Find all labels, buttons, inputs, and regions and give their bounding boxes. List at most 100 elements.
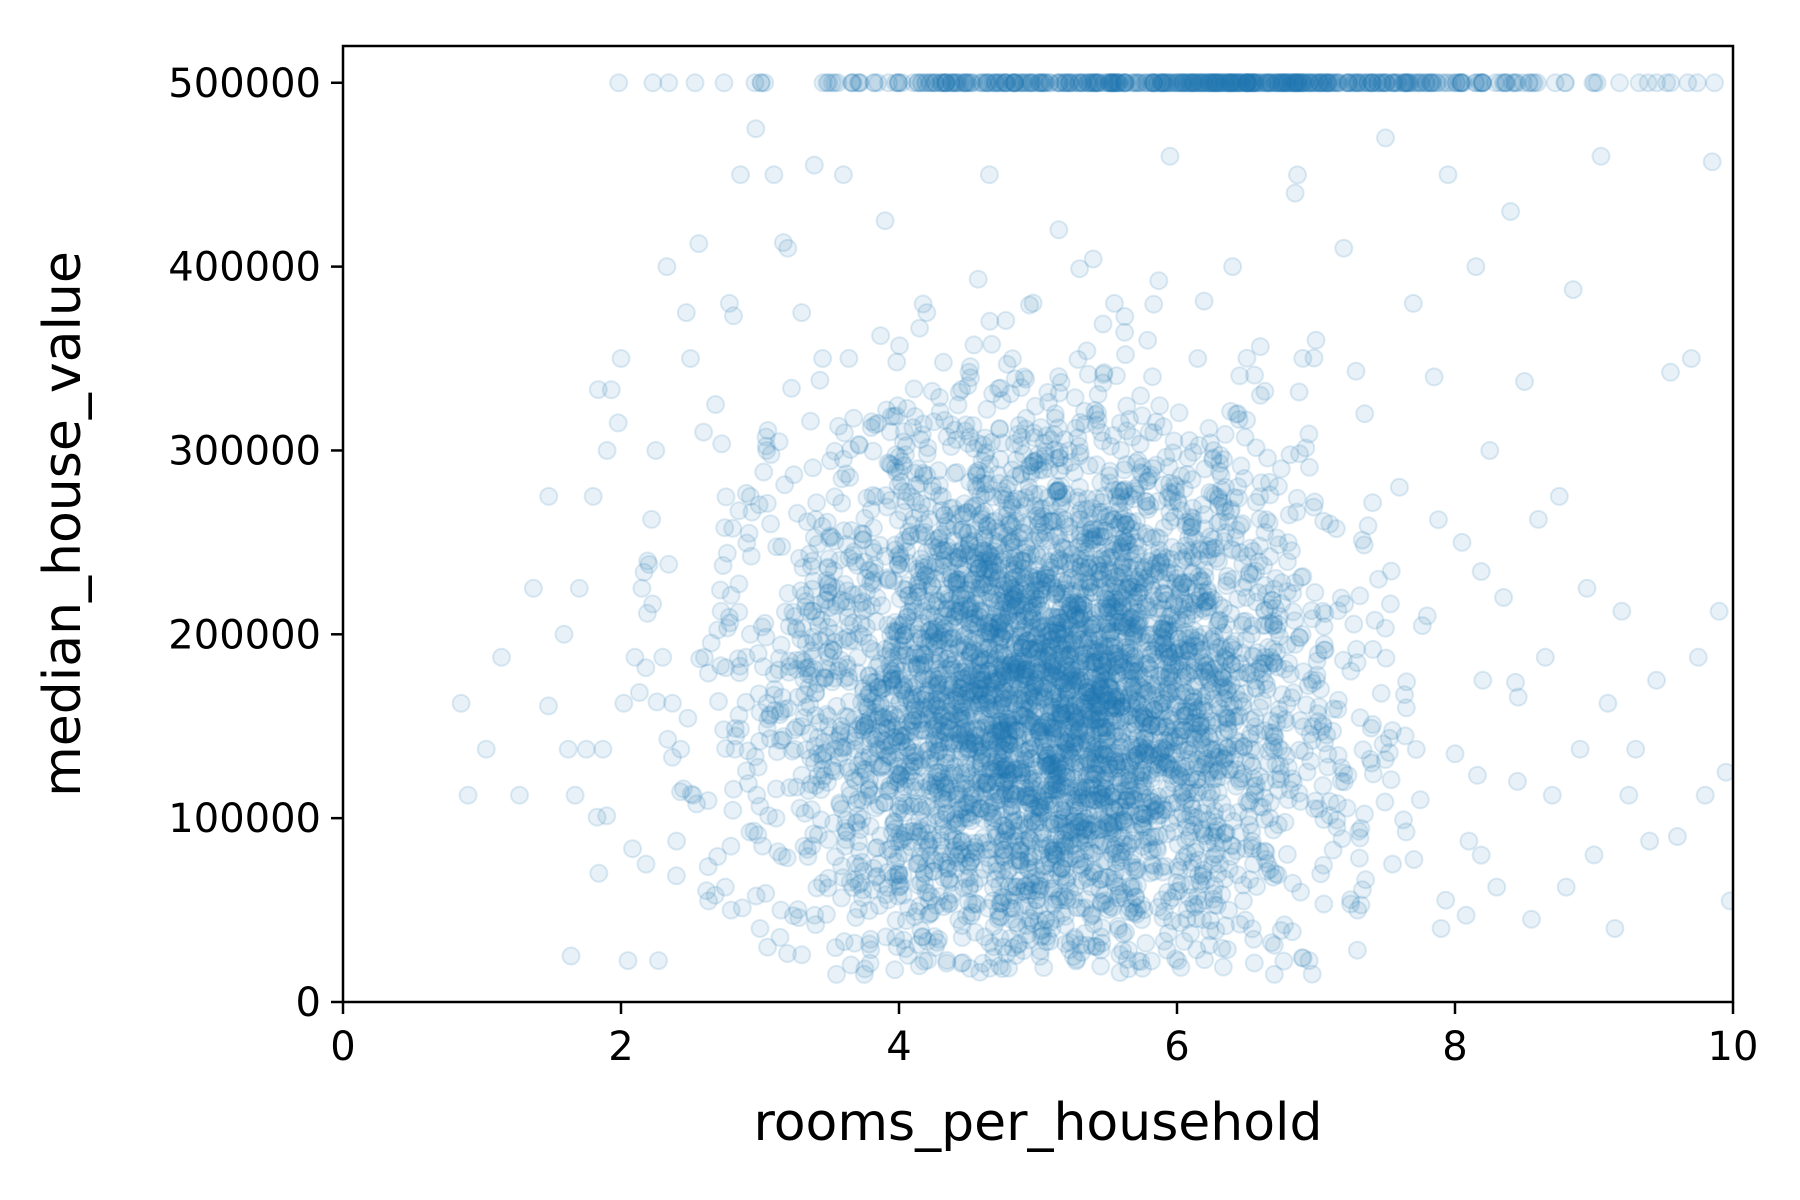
- scatter-point: [834, 521, 854, 541]
- scatter-point: [952, 779, 972, 799]
- scatter-point: [1194, 659, 1214, 679]
- scatter-point: [1167, 681, 1186, 701]
- scatter-point: [1528, 509, 1548, 529]
- scatter-point: [982, 334, 1002, 354]
- scatter-point: [1109, 612, 1129, 632]
- scatter-point: [1171, 581, 1191, 601]
- scatter-point: [1230, 366, 1250, 386]
- scatter-point: [978, 898, 998, 918]
- scatter-point: [558, 739, 578, 759]
- scatter-point: [1114, 481, 1134, 501]
- scatter-point: [1126, 614, 1146, 634]
- scatter-point: [978, 795, 998, 815]
- scatter-point: [1027, 890, 1047, 910]
- scatter-point: [1091, 956, 1111, 976]
- scatter-point: [1216, 707, 1236, 727]
- scatter-point: [1412, 616, 1432, 636]
- scatter-point: [1065, 929, 1085, 949]
- scatter-point: [931, 683, 951, 703]
- scatter-point: [990, 721, 1010, 741]
- scatter-point: [1274, 951, 1294, 971]
- scatter-point: [971, 652, 991, 672]
- scatter-point: [994, 593, 1014, 613]
- scatter-point: [1155, 739, 1175, 759]
- scatter-point: [764, 165, 784, 185]
- scatter-point: [1102, 621, 1122, 641]
- scatter-point: [904, 757, 924, 777]
- scatter-point: [642, 509, 662, 529]
- scatter-point: [1108, 885, 1128, 904]
- scatter-point: [1031, 580, 1051, 600]
- scatter-point: [839, 692, 859, 712]
- scatter-point: [1459, 831, 1479, 851]
- scatter-point: [1052, 800, 1072, 820]
- scatter-point: [1035, 606, 1055, 626]
- scatter-point: [1203, 448, 1223, 468]
- scatter-point: [1347, 940, 1367, 960]
- scatter-point: [917, 303, 937, 323]
- scatter-point: [1144, 294, 1164, 314]
- scatter-point: [952, 520, 971, 540]
- scatter-point: [972, 509, 992, 529]
- scatter-point: [523, 578, 543, 598]
- scatter-point: [970, 694, 990, 713]
- scatter-point: [882, 670, 902, 690]
- scatter-point: [1155, 717, 1175, 737]
- scatter-point: [742, 502, 762, 522]
- scatter-point: [1320, 514, 1340, 534]
- scatter-point: [1227, 707, 1247, 727]
- scatter-point: [1011, 766, 1031, 786]
- scatter-point: [880, 454, 900, 474]
- scatter-point: [1049, 383, 1069, 403]
- scatter-point: [847, 555, 867, 575]
- scatter-point: [782, 378, 801, 398]
- scatter-point: [554, 624, 574, 644]
- scatter-point: [757, 493, 777, 513]
- scatter-point: [993, 659, 1013, 679]
- scatter-point: [1255, 381, 1275, 401]
- scatter-point: [1096, 834, 1116, 854]
- scatter-point: [1173, 667, 1193, 687]
- scatter-point: [871, 326, 891, 346]
- scatter-point: [1011, 378, 1031, 398]
- scatter-point: [451, 693, 471, 713]
- scatter-point: [1253, 616, 1273, 636]
- scatter-point: [1134, 900, 1154, 920]
- scatter-point: [697, 881, 717, 901]
- scatter-point: [835, 818, 855, 838]
- scatter-point: [1091, 527, 1111, 547]
- scatter-point: [1011, 739, 1031, 759]
- scatter-point: [826, 761, 846, 781]
- scatter-point: [1209, 713, 1228, 733]
- scatter-point: [1154, 931, 1174, 951]
- scatter-point: [1250, 337, 1270, 357]
- scatter-point: [1194, 291, 1214, 311]
- scatter-point: [1104, 818, 1124, 838]
- scatter-point: [636, 658, 656, 678]
- scatter-point: [898, 576, 918, 595]
- scatter-point: [1244, 953, 1264, 973]
- scatter-point: [683, 785, 703, 805]
- scatter-point: [974, 544, 993, 563]
- scatter-point: [1112, 588, 1132, 607]
- scatter-point: [905, 907, 925, 927]
- scatter-point: [1097, 594, 1117, 614]
- scatter-point: [990, 418, 1010, 438]
- scatter-point: [1113, 733, 1133, 753]
- scatter-point: [1093, 645, 1113, 665]
- scatter-point: [657, 257, 677, 277]
- scatter-point: [907, 902, 927, 922]
- scatter-point: [957, 855, 977, 875]
- scatter-point: [930, 388, 949, 407]
- scatter-point: [1061, 680, 1081, 700]
- scatter-point: [1344, 614, 1364, 634]
- scatter-point: [861, 418, 881, 437]
- scatter-point: [1619, 785, 1639, 805]
- scatter-point: [1117, 396, 1137, 416]
- scatter-point: [1166, 949, 1186, 969]
- scatter-point: [1702, 152, 1722, 172]
- scatter-point: [1003, 790, 1022, 810]
- scatter-point: [1381, 770, 1401, 790]
- scatter-point: [859, 633, 879, 653]
- scatter-point: [1169, 403, 1189, 423]
